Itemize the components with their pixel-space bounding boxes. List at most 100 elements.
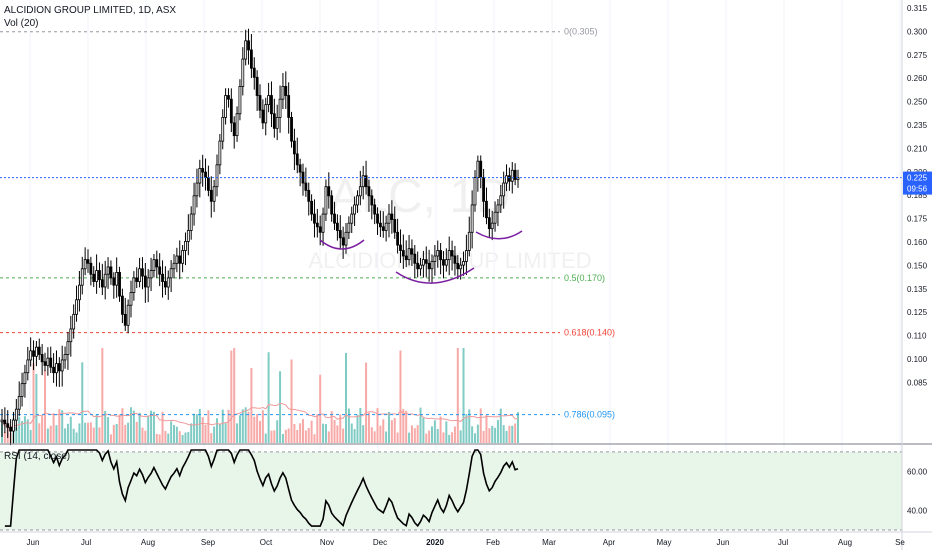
rsi-tick-label: 60.00 <box>907 467 928 476</box>
candle-body <box>227 95 230 100</box>
last-price-value: 0.225 <box>907 174 928 183</box>
volume-bar <box>439 416 442 443</box>
volume-bar <box>187 431 190 443</box>
volume-label[interactable]: Vol (20) <box>4 18 38 29</box>
candle-body <box>98 270 101 281</box>
volume-bar <box>158 434 161 443</box>
candle-body <box>166 277 170 288</box>
candle-body <box>75 299 78 315</box>
candle-body <box>496 204 500 213</box>
volume-bar <box>482 430 485 443</box>
volume-bar <box>336 425 339 443</box>
volume-bar <box>213 426 216 443</box>
rsi-label[interactable]: RSI (14, close) <box>4 451 70 462</box>
candle-body <box>100 279 104 288</box>
volume-bar <box>127 422 130 443</box>
symbol-title[interactable]: ALCIDION GROUP LIMITED, 1D, ASX <box>4 5 176 16</box>
volume-bar <box>491 425 494 443</box>
volume-bar <box>322 423 325 443</box>
candle-body <box>410 248 414 255</box>
candle-body <box>17 396 21 410</box>
volume-bar <box>121 408 124 443</box>
time-axis[interactable]: Jun Jul Aug Sep Oct Nov Dec 2020 Feb Mar Apr May Jun… <box>0 531 932 547</box>
fib-label: 0.618(0.140) <box>564 328 615 338</box>
volume-bar <box>29 430 32 443</box>
candle-body <box>63 354 67 361</box>
volume-bar <box>72 428 75 443</box>
candle-body <box>141 268 144 277</box>
candle-body <box>453 255 457 264</box>
volume-bar <box>81 362 84 443</box>
candle-body <box>298 164 302 173</box>
volume-bar <box>393 417 396 443</box>
candle-body <box>40 354 44 363</box>
candle-body <box>123 313 127 326</box>
volume-bar <box>284 429 287 443</box>
volume-bar <box>267 352 270 443</box>
time-tick-label: Se <box>895 538 905 547</box>
pattern-arcs[interactable] <box>319 230 523 284</box>
candle-body <box>510 169 514 182</box>
candle-body <box>364 175 368 188</box>
price-tick-label: 0.275 <box>907 51 928 60</box>
volume-bar <box>471 426 474 443</box>
rsi-pane[interactable] <box>0 449 902 531</box>
left-shoulder-arc <box>319 239 365 250</box>
candle-body <box>186 230 190 242</box>
fibonacci-levels[interactable]: 0(0.305) 0.5(0.170) 0.618(0.140) 0.786(0.09… <box>0 27 615 420</box>
volume-bar <box>494 427 497 443</box>
candle-body <box>175 255 179 264</box>
volume-bar <box>304 430 307 443</box>
volume-bar <box>221 409 224 443</box>
candle-body <box>493 211 497 224</box>
volume-bar <box>215 418 219 443</box>
volume-bar <box>253 416 256 443</box>
volume-bar <box>69 416 72 443</box>
volume-bar <box>23 416 26 443</box>
volume-bar <box>150 410 153 443</box>
volume-bar <box>38 423 41 443</box>
candle-body <box>376 213 379 224</box>
time-tick-label: Sep <box>201 538 216 547</box>
time-tick-label: Aug <box>838 538 852 547</box>
volume-bar <box>258 420 262 443</box>
volume-bar <box>195 414 198 443</box>
candle-body <box>32 350 35 357</box>
candle-body <box>341 237 345 246</box>
candle-body <box>381 226 385 231</box>
candle-body <box>201 168 205 173</box>
volume-bar <box>281 434 284 443</box>
volume-bar <box>109 434 112 443</box>
candlestick-series[interactable] <box>0 28 520 446</box>
candle-body <box>284 86 288 96</box>
candle-body <box>55 363 58 374</box>
candle-body <box>324 186 328 215</box>
candle-body <box>249 49 253 69</box>
candle-body <box>115 272 119 286</box>
price-tick-label: 0.085 <box>907 378 928 387</box>
candle-body <box>118 272 121 297</box>
candle-body <box>46 357 50 366</box>
volume-bar <box>164 430 167 443</box>
volume-bar <box>204 424 207 443</box>
candle-body <box>513 169 517 180</box>
candle-body <box>198 168 202 184</box>
price-axis[interactable]: 0.3150.3000.2750.2600.2500.2350.2100.200… <box>901 0 932 550</box>
candle-body <box>424 259 428 264</box>
time-tick-label: Jun <box>717 538 730 547</box>
volume-bar <box>462 348 465 443</box>
candle-body <box>436 250 440 257</box>
volume-bar <box>198 408 201 443</box>
volume-bar <box>465 413 468 443</box>
candle-body <box>507 175 511 182</box>
candle-body <box>29 350 33 361</box>
candle-body <box>23 372 27 385</box>
volume-bar <box>405 410 408 443</box>
candle-body <box>37 346 41 355</box>
volume-bar <box>436 428 439 443</box>
candle-body <box>275 117 279 129</box>
candle-body <box>358 186 362 197</box>
price-tick-label: 0.260 <box>907 74 928 83</box>
